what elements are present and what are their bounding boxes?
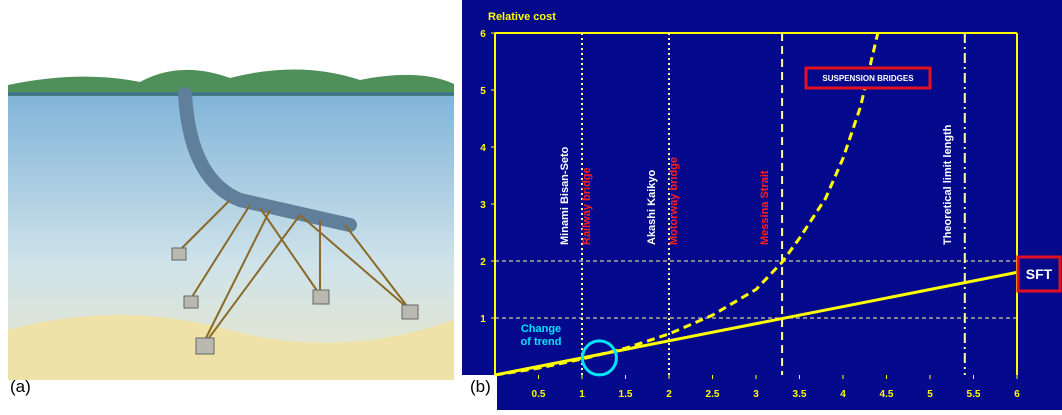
- figure: (a) (b) Relative cost 1 2 3 4 5 6 0.5 1 1.5 2 2.5 3…: [0, 0, 1062, 410]
- x-tick-label: 3: [753, 389, 759, 400]
- islands: [8, 69, 454, 96]
- y-tick-label: 3: [480, 200, 486, 211]
- reference-label: Motorway bridge: [668, 157, 680, 245]
- x-tick-label: 2: [666, 389, 672, 400]
- annotation-text: of trend: [521, 336, 562, 348]
- series-label: SUSPENSION BRIDGES: [822, 74, 914, 83]
- series-label: SFT: [1026, 266, 1053, 282]
- y-tick-label: 5: [480, 86, 486, 97]
- y-tick-label: 6: [480, 29, 486, 40]
- reference-label: Theoretical limit length: [942, 124, 954, 245]
- y-axis-label: Relative cost: [488, 11, 556, 23]
- x-tick-label: 3.5: [793, 389, 807, 400]
- x-tick-label: 5.5: [967, 389, 981, 400]
- y-tick-label: 2: [480, 257, 486, 268]
- y-tick-label: 1: [480, 314, 486, 325]
- x-tick-label: 2.5: [706, 389, 720, 400]
- x-tick-label: 0.5: [532, 389, 546, 400]
- x-tick-label: 5: [927, 389, 933, 400]
- annotation-text: Change: [521, 323, 561, 335]
- reference-label: Minami Bisan-Seto: [559, 146, 571, 245]
- y-tick-label: 4: [480, 143, 486, 154]
- x-tick-label: 4: [840, 389, 846, 400]
- reference-label: Messina Strait: [759, 170, 771, 245]
- x-tick-label: 6: [1014, 389, 1020, 400]
- x-tick-label: 4.5: [880, 389, 894, 400]
- panel-label: (a): [10, 377, 31, 396]
- reference-label: Akashi Kaikyo: [646, 170, 658, 245]
- illustration: [8, 69, 454, 380]
- x-tick-label: 1: [579, 389, 585, 400]
- reference-label: Railway bridge: [581, 167, 593, 245]
- x-tick-label: 1.5: [619, 389, 633, 400]
- panel-label: (b): [470, 377, 491, 396]
